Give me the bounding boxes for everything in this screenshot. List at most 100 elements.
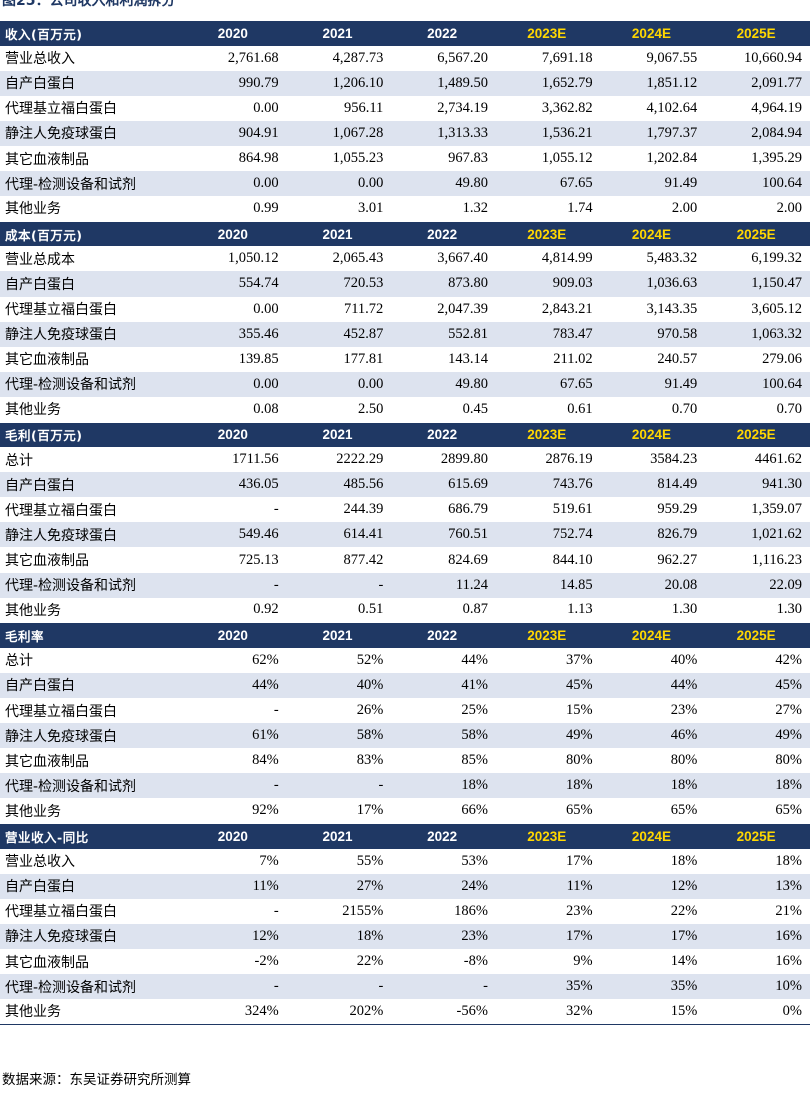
- value-cell: 85%: [391, 748, 496, 774]
- value-cell: 21%: [705, 898, 810, 924]
- table-row: 代理-检测设备和试剂 0.00 0.00 49.80 67.65 91.49 100.64: [0, 371, 810, 397]
- value-cell: -: [286, 572, 392, 598]
- value-cell: 2,843.21: [495, 296, 601, 322]
- value-cell: 24%: [391, 873, 496, 899]
- value-cell: 91.49: [600, 171, 706, 197]
- row-label: 营业总收入: [0, 848, 182, 874]
- value-cell: 3,605.12: [705, 296, 810, 322]
- year-header: 2025E: [705, 622, 810, 648]
- value-cell: 1,489.50: [391, 70, 496, 96]
- value-cell: 3,667.40: [391, 246, 496, 272]
- value-cell: 760.51: [391, 522, 496, 548]
- value-cell: 44%: [600, 672, 706, 699]
- value-cell: 1,050.12: [182, 246, 287, 272]
- table-row: 其它血液制品 139.85 177.81 143.14 211.02 240.57 279.…: [0, 346, 810, 372]
- value-cell: 5,483.32: [600, 246, 706, 272]
- value-cell: 55%: [286, 848, 392, 874]
- value-cell: 967.83: [391, 145, 496, 172]
- value-cell: 49%: [495, 723, 601, 749]
- value-cell: 2.50: [286, 396, 392, 422]
- table-row: 其他业务 324% 202% -56% 32% 15% 0%: [0, 999, 810, 1025]
- year-header: 2025E: [705, 422, 810, 448]
- row-label: 代理基立福白蛋白: [0, 898, 182, 924]
- table-row: 营业总成本 1,050.12 2,065.43 3,667.40 4,814.99 5,4…: [0, 246, 810, 272]
- row-label: 其他业务: [0, 999, 182, 1025]
- value-cell: 23%: [391, 923, 496, 949]
- table-row: 自产白蛋白 990.79 1,206.10 1,489.50 1,652.79 1,851…: [0, 70, 810, 96]
- value-cell: 990.79: [182, 70, 287, 96]
- value-cell: 279.06: [705, 346, 810, 372]
- value-cell: 15%: [600, 999, 706, 1025]
- table-row: 静注人免疫球蛋白 61% 58% 58% 49% 46% 49%: [0, 723, 810, 749]
- value-cell: -: [182, 497, 287, 523]
- value-cell: 26%: [286, 698, 392, 724]
- value-cell: 1,395.29: [705, 145, 810, 172]
- value-cell: 2,047.39: [391, 296, 496, 322]
- value-cell: 14%: [600, 948, 706, 975]
- value-cell: 436.05: [182, 472, 287, 498]
- value-cell: 67.65: [495, 371, 601, 397]
- table-row: 其他业务 0.92 0.51 0.87 1.13 1.30 1.30: [0, 597, 810, 623]
- value-cell: 1,359.07: [705, 497, 810, 523]
- value-cell: 61%: [182, 723, 287, 749]
- value-cell: 3584.23: [600, 447, 706, 473]
- value-cell: 956.11: [286, 95, 392, 121]
- value-cell: 80%: [495, 748, 601, 774]
- value-cell: 1711.56: [182, 447, 287, 473]
- year-header: 2021: [286, 422, 392, 448]
- value-cell: -: [182, 898, 287, 924]
- value-cell: 2155%: [286, 898, 392, 924]
- value-cell: 10,660.94: [705, 45, 810, 71]
- value-cell: 91.49: [600, 371, 706, 397]
- year-header: 2024E: [600, 622, 706, 648]
- value-cell: 2.00: [705, 196, 810, 222]
- value-cell: 100.64: [705, 371, 810, 397]
- year-header: 2024E: [600, 823, 706, 849]
- value-cell: 0.99: [182, 196, 287, 222]
- year-header: 2023E: [495, 221, 601, 247]
- value-cell: 18%: [286, 923, 392, 949]
- value-cell: -8%: [391, 948, 496, 975]
- value-cell: 824.69: [391, 547, 496, 573]
- value-cell: -: [391, 974, 496, 1000]
- value-cell: 1,067.28: [286, 120, 392, 146]
- row-label: 其它血液制品: [0, 948, 182, 975]
- year-header: 2025E: [705, 20, 810, 46]
- row-label: 其他业务: [0, 196, 182, 222]
- value-cell: 4,102.64: [600, 95, 706, 121]
- row-label: 代理-检测设备和试剂: [0, 572, 182, 598]
- table-row: 自产白蛋白 44% 40% 41% 45% 44% 45%: [0, 672, 810, 699]
- value-cell: 0.00: [182, 296, 287, 322]
- year-header: 2020: [182, 422, 287, 448]
- value-cell: 40%: [286, 672, 392, 699]
- value-cell: 1,652.79: [495, 70, 601, 96]
- value-cell: 0.87: [391, 597, 496, 623]
- row-label: 营业总收入: [0, 45, 182, 71]
- value-cell: 0.00: [182, 95, 287, 121]
- value-cell: -: [286, 773, 392, 799]
- row-label: 其他业务: [0, 597, 182, 623]
- table-row: 代理基立福白蛋白 -2155% 186% 23% 22% 21%: [0, 898, 810, 924]
- table-row: 营业总收入 2,761.68 4,287.73 6,567.20 7,691.18 9,0…: [0, 45, 810, 71]
- value-cell: -2%: [182, 948, 287, 975]
- table-row: 其他业务 92% 17% 66% 65% 65% 65%: [0, 798, 810, 824]
- value-cell: 2,091.77: [705, 70, 810, 96]
- value-cell: 0.00: [182, 171, 287, 197]
- year-header: 2020: [182, 622, 287, 648]
- row-label: 自产白蛋白: [0, 472, 182, 498]
- table-row: 静注人免疫球蛋白 549.46 614.41 760.51 752.74 826.79 1,…: [0, 522, 810, 548]
- row-label: 代理-检测设备和试剂: [0, 171, 182, 197]
- value-cell: 17%: [495, 923, 601, 949]
- value-cell: 18%: [391, 773, 496, 799]
- row-label: 其它血液制品: [0, 346, 182, 372]
- value-cell: 240.57: [600, 346, 706, 372]
- value-cell: 18%: [600, 848, 706, 874]
- value-cell: 41%: [391, 672, 496, 699]
- table-row: 代理基立福白蛋白 -244.39 686.79 519.61 959.29 1,359.0…: [0, 497, 810, 523]
- value-cell: 7,691.18: [495, 45, 601, 71]
- value-cell: 44%: [391, 647, 496, 673]
- value-cell: 100.64: [705, 171, 810, 197]
- section-header: 成本(百万元) 2020 2021 2022 2023E 2024E 2025E: [0, 221, 810, 247]
- value-cell: 42%: [705, 647, 810, 673]
- value-cell: 80%: [600, 748, 706, 774]
